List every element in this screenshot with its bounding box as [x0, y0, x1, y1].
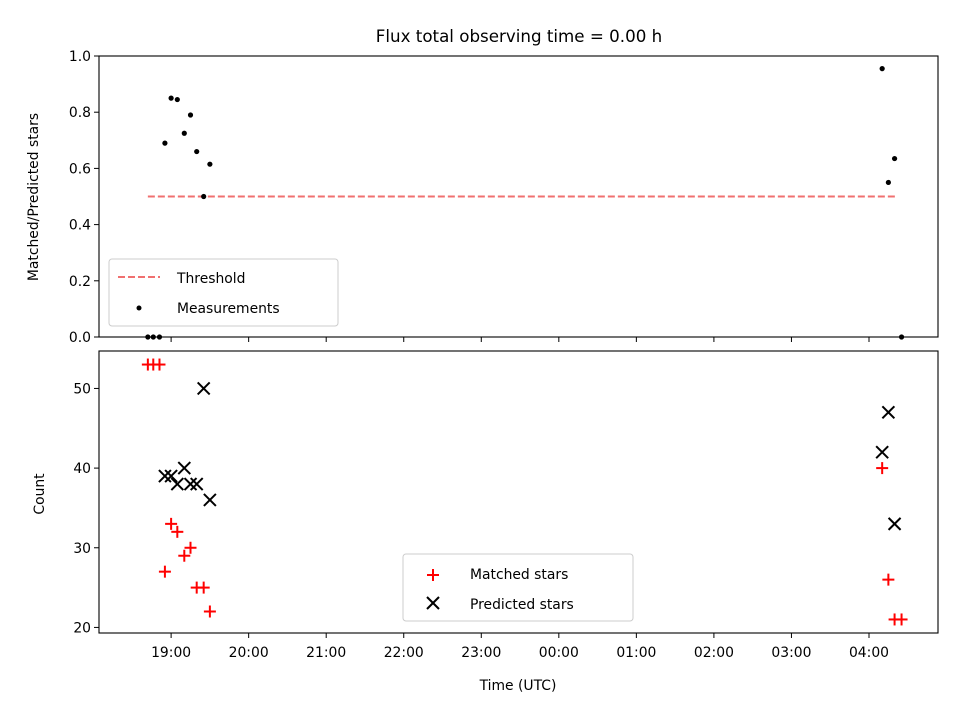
x-ticks-top	[170, 337, 870, 342]
legend-measurements-swatch	[136, 305, 142, 311]
predicted-star-point	[158, 469, 172, 483]
y-axis-label-count: Count	[32, 473, 48, 515]
legend-measurements-label: Measurements	[177, 301, 280, 317]
y-ticks-ratio: 0.0 0.2 0.4 0.6 0.8 1.0	[69, 49, 99, 346]
measurement-point	[194, 148, 200, 155]
x-tick-label: 23:00	[461, 645, 501, 661]
plot-area-count	[141, 358, 908, 626]
measurement-point	[879, 66, 885, 72]
matched-star-point	[184, 541, 197, 554]
matched-star-point	[882, 573, 895, 586]
y-tick-label: 30	[73, 541, 91, 557]
legend-count: Matched stars Predicted stars	[402, 553, 634, 622]
x-axis-label: Time (UTC)	[479, 678, 557, 694]
y-tick-label: 0.8	[69, 105, 91, 121]
predicted-star-point	[881, 405, 896, 420]
predicted-star-point	[196, 381, 211, 396]
matched-star-point	[158, 565, 171, 578]
y-tick-label: 1.0	[69, 49, 91, 65]
measurement-point	[181, 130, 187, 136]
measurement-point	[885, 179, 891, 186]
top-panel: Flux total observing time = 0.00 h Match…	[26, 26, 939, 346]
matched-star-point	[153, 358, 166, 371]
predicted-star-point	[164, 469, 178, 483]
y-tick-label: 0.0	[69, 330, 91, 346]
measurement-point	[201, 193, 207, 200]
matched-star-point	[178, 549, 191, 562]
y-tick-label: 40	[73, 461, 91, 477]
legend-matched-label: Matched stars	[470, 567, 568, 583]
x-tick-label: 19:00	[151, 645, 191, 661]
measurement-point	[207, 161, 213, 167]
x-tick-label: 22:00	[384, 645, 424, 661]
x-tick-label: 02:00	[694, 645, 734, 661]
x-tick-label: 21:00	[306, 645, 346, 661]
predicted-star-point	[189, 477, 204, 491]
matched-star-point	[165, 517, 178, 530]
measurement-point	[891, 155, 898, 162]
y-ticks-count: 20 30 40 50	[73, 381, 99, 636]
legend-predicted-label: Predicted stars	[470, 597, 574, 613]
legend-box	[108, 258, 339, 327]
y-tick-label: 0.6	[69, 161, 91, 177]
matched-star-point	[197, 581, 210, 594]
legend-predicted-swatch	[426, 596, 440, 610]
y-tick-label: 0.4	[69, 218, 91, 234]
measurement-point	[162, 140, 168, 146]
x-tick-label: 04:00	[849, 645, 889, 661]
plot-area-ratio	[145, 66, 905, 340]
predicted-star-point	[177, 461, 192, 475]
x-tick-label: 01:00	[616, 645, 656, 661]
predicted-star-point	[203, 493, 217, 507]
measurement-point	[187, 112, 194, 118]
x-tick-label: 20:00	[229, 645, 269, 661]
matched-star-point	[876, 462, 889, 475]
y-tick-label: 50	[73, 381, 91, 397]
axes-frame-top	[98, 55, 939, 338]
y-axis-label-ratio: Matched/Predicted stars	[26, 113, 42, 281]
legend-threshold-label: Threshold	[176, 271, 245, 287]
axes-frame-bottom	[98, 350, 939, 634]
legend-box	[402, 553, 634, 622]
predicted-star-point	[183, 477, 198, 491]
predicted-star-point	[875, 445, 889, 459]
legend-ratio: Threshold Measurements	[108, 258, 339, 327]
y-tick-label: 0.2	[69, 274, 91, 290]
chart-title: Flux total observing time = 0.00 h	[376, 26, 662, 46]
legend-matched-swatch	[427, 569, 439, 581]
predicted-star-point	[170, 477, 185, 491]
bottom-panel: Count Time (UTC) 20 30 40 50 19:00 20:00 21:0…	[32, 350, 939, 694]
x-ticks-time: 19:00 20:00 21:00 22:00 23:00 00:00 01:00 02:00…	[151, 633, 889, 661]
predicted-star-point	[887, 517, 902, 531]
y-tick-label: 20	[73, 620, 91, 636]
matched-star-point	[171, 525, 184, 538]
x-tick-label: 03:00	[771, 645, 811, 661]
matched-star-point	[203, 605, 216, 618]
matched-star-point	[895, 613, 908, 626]
measurement-point	[174, 96, 180, 103]
measurement-point	[168, 95, 174, 101]
x-tick-label: 00:00	[539, 645, 579, 661]
